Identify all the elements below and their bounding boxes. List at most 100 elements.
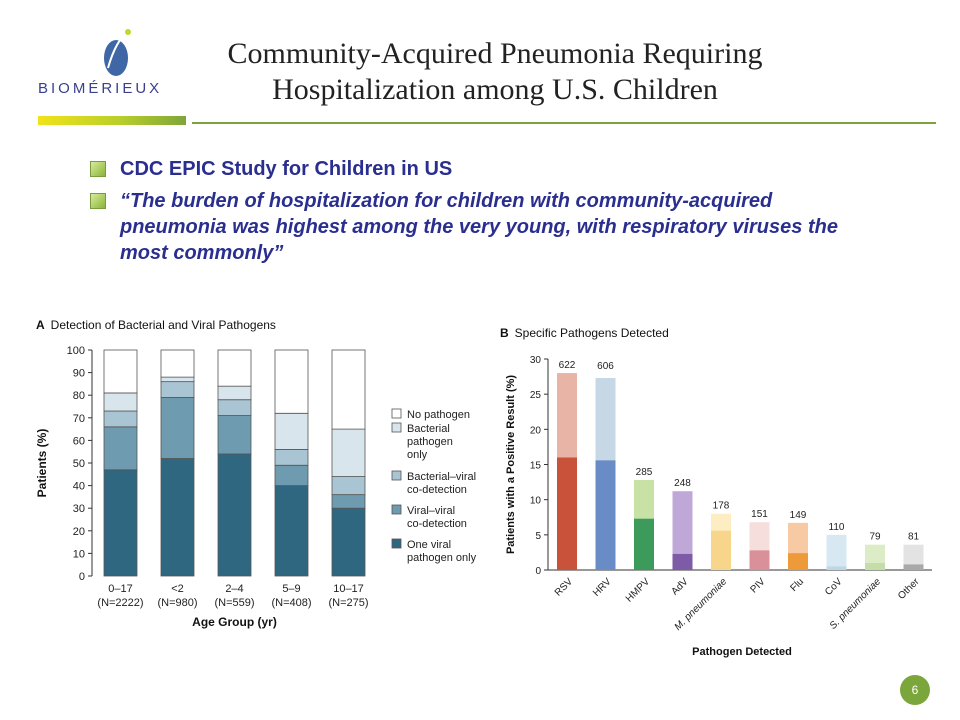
a-bar-segment <box>331 507 366 577</box>
b-bar-upper <box>865 544 885 563</box>
a-bar-segment <box>217 399 252 416</box>
a-legend-swatch <box>391 408 402 419</box>
b-y-tick-label: 0 <box>535 566 541 577</box>
b-category-label: RSV <box>553 576 576 599</box>
a-bar-segment <box>274 449 309 466</box>
a-bar-segment <box>331 494 366 509</box>
a-y-tick-label: 30 <box>73 503 85 515</box>
a-bar-segment <box>331 476 366 496</box>
a-category-label: <2 <box>171 583 184 595</box>
a-y-tick-label: 0 <box>79 571 85 583</box>
panel-b-title: B Specific Pathogens Detected <box>500 326 669 340</box>
a-y-axis-label: Patients (%) <box>35 429 49 498</box>
b-y-tick-label: 15 <box>530 461 542 472</box>
a-bar-segment <box>274 485 309 577</box>
b-count-label: 248 <box>674 478 691 489</box>
a-bar-segment <box>331 428 366 477</box>
logo-wordmark: BIOMÉRIEUX <box>38 80 163 97</box>
a-bar-segment <box>160 376 195 383</box>
a-bar-segment <box>217 453 252 577</box>
b-bar-upper <box>711 513 731 531</box>
b-bar-upper <box>826 534 847 567</box>
a-y-tick-label: 10 <box>73 548 85 560</box>
a-bar-segment <box>103 410 138 428</box>
b-bar-lower <box>903 564 924 570</box>
a-bar-segment <box>160 397 195 459</box>
b-bar-lower <box>865 562 885 570</box>
a-legend-label: One viral pathogen only <box>407 539 477 564</box>
a-bar-segment <box>160 349 195 378</box>
bullet-item: CDC EPIC Study for Children in US <box>90 156 850 182</box>
b-count-label: 110 <box>829 522 845 533</box>
a-x-axis-label: Age Group (yr) <box>192 615 277 629</box>
a-bar-segment <box>274 464 309 486</box>
a-bar-segment <box>103 392 138 412</box>
a-y-tick-label: 80 <box>73 390 85 402</box>
a-legend-label: Bacterial–viral co-detection <box>407 471 476 496</box>
bullet-item: “The burden of hospitalization for child… <box>90 188 850 266</box>
b-count-label: 606 <box>597 361 614 372</box>
b-category-label: CoV <box>823 576 845 598</box>
panel-a-letter: A <box>36 318 45 332</box>
b-count-label: 622 <box>559 360 576 371</box>
bullet-list: CDC EPIC Study for Children in US “The b… <box>90 156 850 272</box>
a-legend-swatch <box>391 470 402 481</box>
panel-b-letter: B <box>500 326 509 340</box>
a-category-label: 5–9 <box>282 583 300 595</box>
a-y-tick-label: 40 <box>73 481 85 493</box>
a-category-sublabel: (N=2222) <box>97 597 143 609</box>
a-bar-segment <box>274 349 309 414</box>
b-bar-lower <box>672 553 693 570</box>
b-bar-lower <box>749 550 770 570</box>
a-bar-segment <box>274 412 309 450</box>
slide-title: Community-Acquired Pneumonia Requiring H… <box>190 36 800 108</box>
a-category-label: 2–4 <box>225 583 243 595</box>
b-category-label: Flu <box>789 576 807 594</box>
b-bar-upper <box>595 377 616 461</box>
b-x-axis-label: Pathogen Detected <box>692 646 792 658</box>
b-category-label: PIV <box>748 576 767 595</box>
page-number-badge: 6 <box>900 675 930 705</box>
title-rule <box>192 122 936 124</box>
a-bar-segment <box>160 458 195 577</box>
b-count-label: 79 <box>869 532 881 543</box>
title-line-2: Hospitalization among U.S. Children <box>272 73 718 106</box>
a-legend-label: Viral–viral co-detection <box>407 505 467 530</box>
b-count-label: 178 <box>713 501 730 512</box>
bullet-square-icon <box>90 193 106 209</box>
title-line-1: Community-Acquired Pneumonia Requiring <box>227 37 763 70</box>
b-bar-lower <box>634 518 654 570</box>
a-category-label: 0–17 <box>108 583 132 595</box>
b-category-label: AdV <box>669 576 690 597</box>
a-bar-segment <box>103 426 138 471</box>
b-category-label: HMPV <box>624 576 652 604</box>
b-count-label: 285 <box>636 467 653 478</box>
bullet-text: CDC EPIC Study for Children in US <box>120 158 453 180</box>
b-bar-lower <box>595 460 616 570</box>
a-bar-segment <box>217 385 252 401</box>
b-bar-lower <box>826 566 847 570</box>
b-category-label: Other <box>896 576 922 602</box>
b-count-label: 81 <box>908 532 920 543</box>
b-bar-lower <box>557 457 577 570</box>
b-y-axis-label: Patients with a Positive Result (%) <box>505 375 517 554</box>
chart-b: 0 5 10 15 20 25 30 Patients with a Positive Res… <box>505 355 932 658</box>
b-bar-upper <box>634 479 654 519</box>
a-category-sublabel: (N=559) <box>214 597 254 609</box>
b-count-label: 149 <box>790 510 807 521</box>
b-y-tick-label: 25 <box>530 390 542 401</box>
biomerieux-logo: BIOMÉRIEUX <box>38 28 188 128</box>
panel-b-title-text: Specific Pathogens Detected <box>514 326 669 340</box>
b-bar-upper <box>788 522 808 554</box>
a-legend-label: No pathogen <box>407 409 470 421</box>
a-y-tick-label: 60 <box>73 435 85 447</box>
panel-a-title: A Detection of Bacterial and Viral Pathog… <box>36 318 276 332</box>
a-y-tick-label: 100 <box>67 345 85 357</box>
a-y-tick-label: 20 <box>73 526 85 538</box>
logo-bar <box>38 116 186 125</box>
a-bar-segment <box>103 469 138 577</box>
b-bar-lower <box>711 530 731 570</box>
b-y-tick-label: 20 <box>530 425 542 436</box>
a-y-tick-label: 50 <box>73 458 85 470</box>
b-count-label: 151 <box>751 509 768 520</box>
